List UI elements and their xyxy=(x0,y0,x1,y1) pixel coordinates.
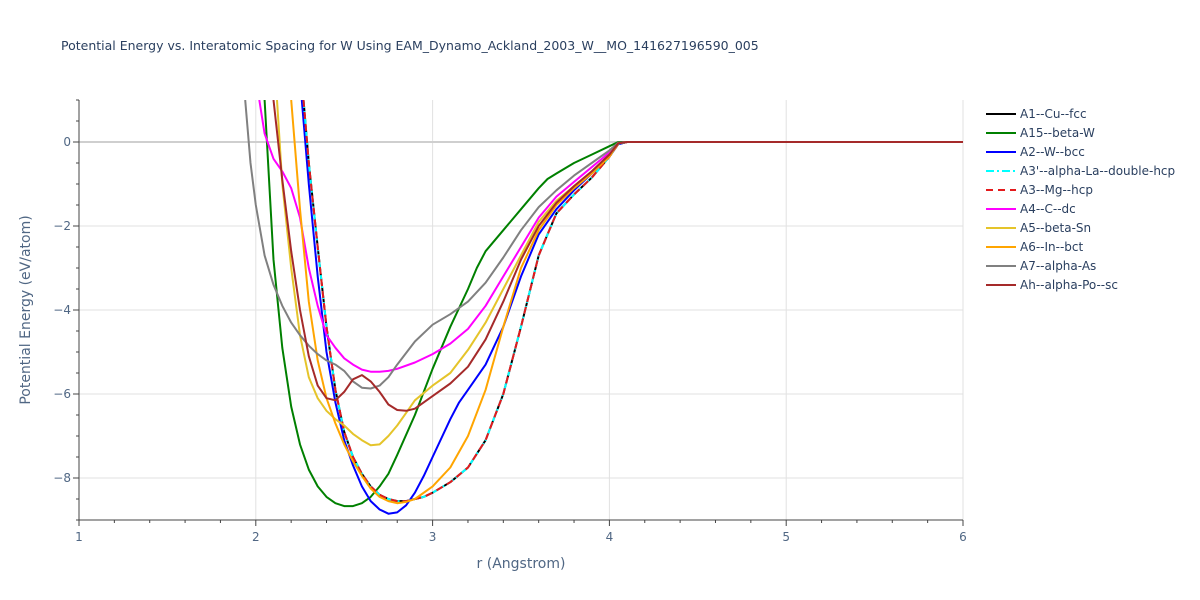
y-tick-label: −2 xyxy=(53,219,71,233)
y-tick-label: −6 xyxy=(53,387,71,401)
x-tick-label: 6 xyxy=(959,530,967,544)
legend[interactable]: A1--Cu--fcc A15--beta-W A2--W--bcc A3'--alp… xyxy=(986,107,1175,292)
chart-title: Potential Energy vs. Interatomic Spacing… xyxy=(61,38,759,53)
x-tick-label: 3 xyxy=(429,530,437,544)
series-line-a15-beta-w xyxy=(263,100,963,508)
legend-label: Ah--alpha-Po--sc xyxy=(1020,278,1118,292)
legend-item[interactable]: A3'--alpha-La--double-hcp xyxy=(986,164,1175,178)
series-line-a2-w-bcc xyxy=(300,100,963,515)
series-line-ah-alpha-po-sc xyxy=(272,100,963,412)
legend-item[interactable]: A6--In--bct xyxy=(986,240,1084,254)
legend-label: A6--In--bct xyxy=(1020,240,1084,254)
legend-label: A5--beta-Sn xyxy=(1020,221,1091,235)
legend-label: A1--Cu--fcc xyxy=(1020,107,1087,121)
legend-item[interactable]: A2--W--bcc xyxy=(986,145,1085,159)
y-tick-label: 0 xyxy=(63,135,71,149)
y-axis-title: Potential Energy (eV/atom) xyxy=(18,215,34,404)
legend-item[interactable]: A1--Cu--fcc xyxy=(986,107,1087,121)
x-tick-label: 5 xyxy=(782,530,790,544)
x-axis-title: r (Angstrom) xyxy=(477,556,566,572)
y-axis-ticks: 0 −2 −4 −6 −8 xyxy=(53,99,79,521)
legend-label: A2--W--bcc xyxy=(1020,145,1085,159)
grid-lines xyxy=(79,100,964,520)
x-tick-label: 4 xyxy=(606,530,614,544)
x-tick-label: 1 xyxy=(75,530,83,544)
x-axis-ticks: 1 2 3 4 5 6 xyxy=(75,520,967,544)
y-tick-label: −8 xyxy=(53,471,71,485)
series-line-a4-c-dc xyxy=(258,100,963,373)
legend-label: A4--C--dc xyxy=(1020,202,1076,216)
legend-label: A15--beta-W xyxy=(1020,126,1095,140)
legend-label: A7--alpha-As xyxy=(1020,259,1096,273)
y-tick-label: −4 xyxy=(53,303,71,317)
legend-item[interactable]: A15--beta-W xyxy=(986,126,1095,140)
x-tick-label: 2 xyxy=(252,530,260,544)
legend-label: A3'--alpha-La--double-hcp xyxy=(1020,164,1175,178)
legend-item[interactable]: Ah--alpha-Po--sc xyxy=(986,278,1118,292)
series-line-a7-alpha-as xyxy=(244,100,963,390)
series-line-a6-in-bct xyxy=(290,100,963,505)
legend-item[interactable]: A3--Mg--hcp xyxy=(986,183,1093,197)
series-layer xyxy=(244,100,963,515)
legend-item[interactable]: A5--beta-Sn xyxy=(986,221,1091,235)
legend-label: A3--Mg--hcp xyxy=(1020,183,1093,197)
legend-item[interactable]: A4--C--dc xyxy=(986,202,1076,216)
legend-item[interactable]: A7--alpha-As xyxy=(986,259,1096,273)
